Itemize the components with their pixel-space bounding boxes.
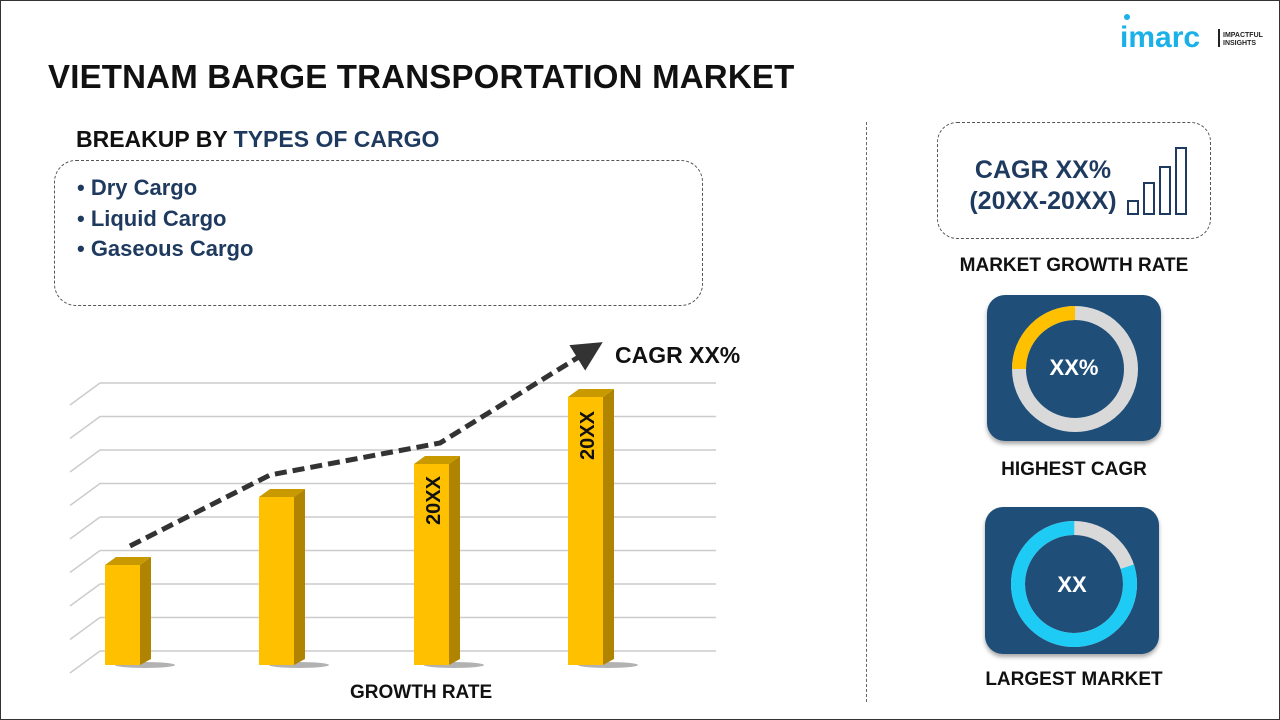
bar [105,565,140,665]
cagr-label: CAGR XX% [615,342,741,368]
bar [259,497,294,665]
grid-line [69,650,101,674]
grid-line [69,516,101,540]
bar-top [568,389,614,397]
trend-line [128,342,603,549]
x-axis-label: GROWTH RATE [350,682,493,703]
bar-top [414,456,460,464]
highest-value: XX% [1049,355,1099,380]
svg-text:imarc: imarc [1120,21,1200,52]
bar-chart: 20XX 20XX [69,342,716,674]
bar-label: 20XX [577,410,599,460]
largest-value: XX [1057,572,1087,597]
bar-top [259,489,305,497]
bar-side [140,557,151,665]
breakup-highlight: TYPES OF CARGO [233,126,440,152]
svg-text:INSIGHTS: INSIGHTS [1223,40,1256,47]
largest-market-label: LARGEST MARKET [985,669,1163,690]
grid-line [69,449,101,473]
cagr-line2: (20XX-20XX) [969,187,1117,215]
donut-fill [1012,306,1138,432]
donut-chart [1012,306,1138,432]
page-title: VIETNAM BARGE TRANSPORTATION MARKET [48,58,795,95]
donut-fill [1011,521,1137,647]
breakup-heading: BREAKUP BY TYPES OF CARGO [76,126,439,153]
grid-line [69,616,101,641]
chart-bars [105,389,638,668]
grid-line [69,382,101,406]
bar-side [294,489,305,665]
grid-line [69,549,101,574]
bar-side [603,389,614,665]
cagr-line1: CAGR XX% [974,156,1112,184]
bar [568,397,603,665]
bar-label: 20XX [423,475,445,525]
list-item: • Liquid Cargo [77,205,227,231]
grid-line [69,583,101,607]
market-growth-label: MARKET GROWTH RATE [959,255,1189,276]
bar [414,464,449,665]
highest-cagr-label: HIGHEST CAGR [1001,459,1147,480]
bar-side [449,456,460,665]
list-item: • Gaseous Cargo [77,236,254,261]
cargo-list: • Dry Cargo • Liquid Cargo • Gaseous Car… [54,160,703,306]
cagr-text: CAGR XX% (20XX-20XX) [948,155,1138,217]
divider [866,122,867,702]
list-item: • Dry Cargo [77,175,198,200]
svg-text:IMPACTFUL: IMPACTFUL [1223,32,1264,39]
breakup-prefix: BREAKUP BY [76,126,234,152]
grid-line [69,415,101,440]
grid-line [69,482,101,507]
bar-top [105,557,151,565]
bar-growth-icon [1127,147,1187,215]
largest-market-card: XX [985,507,1159,654]
highest-cagr-card: XX% [987,295,1161,441]
market-growth-box: CAGR XX% (20XX-20XX) [937,122,1211,239]
donut-chart [1011,521,1137,647]
imarc-logo: imarc IMPACTFUL INSIGHTS [1120,14,1264,52]
